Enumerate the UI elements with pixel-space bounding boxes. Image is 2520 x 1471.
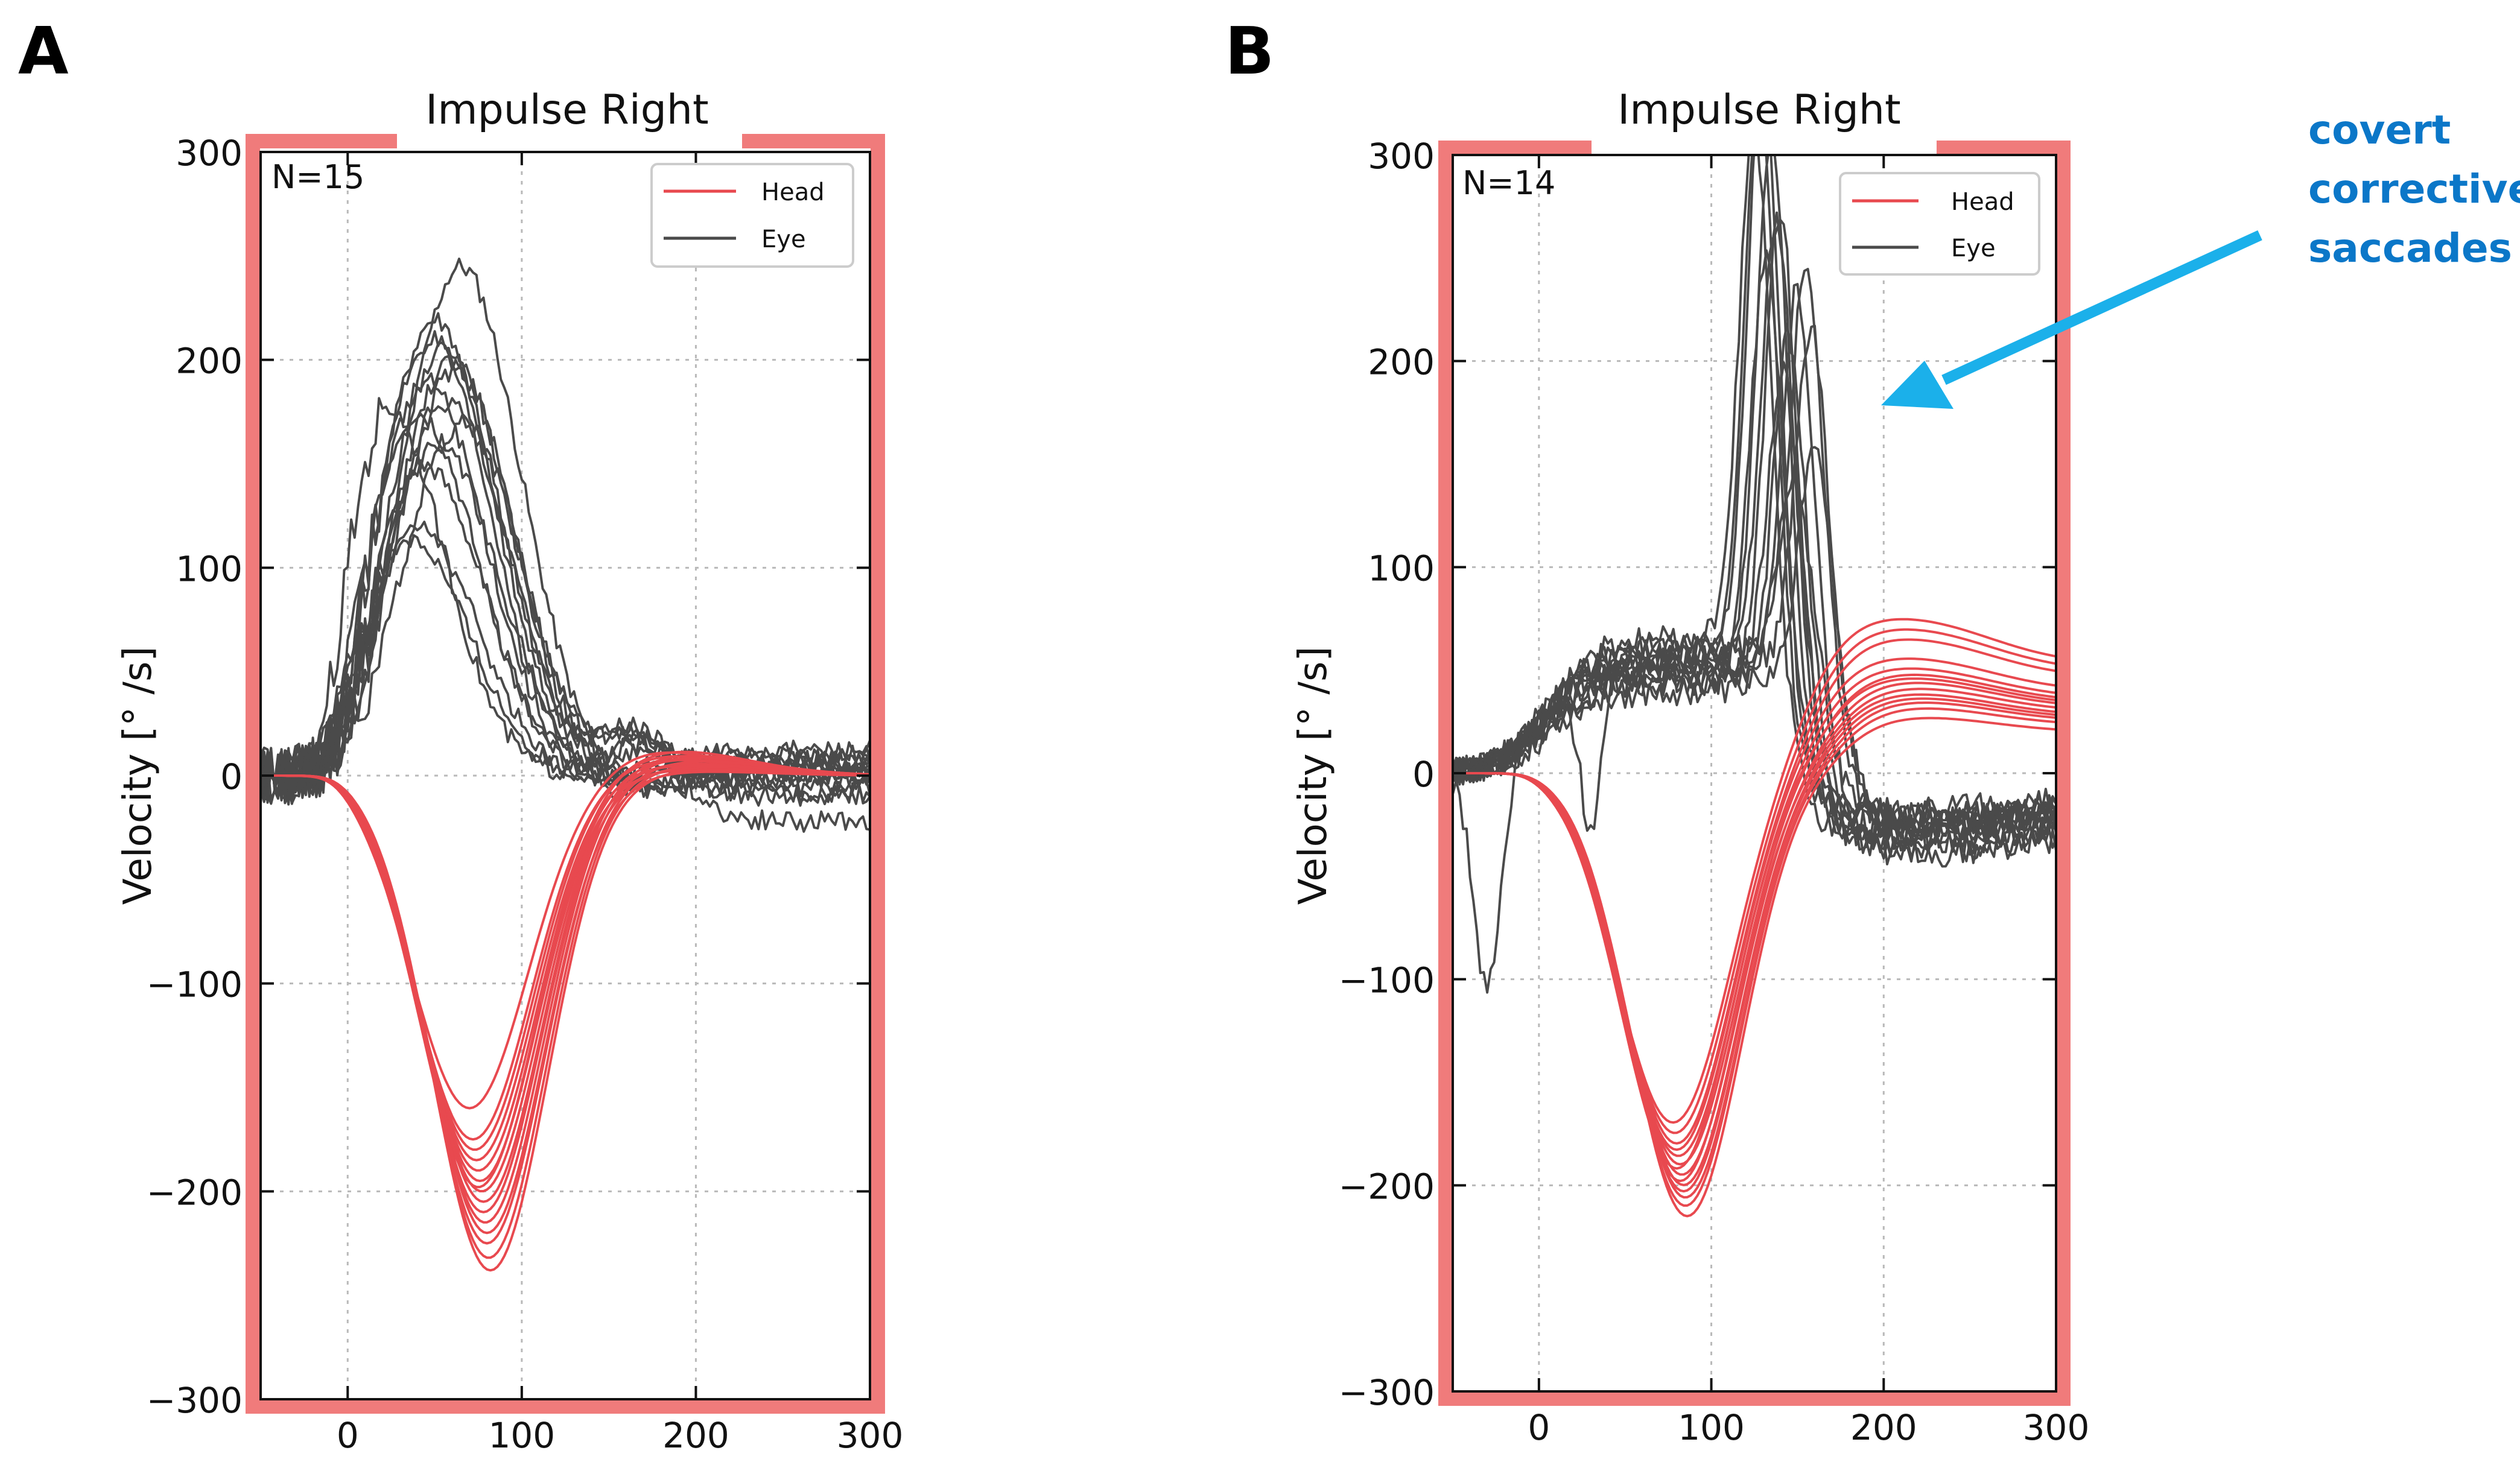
panel-a-ylabel: Velocity [° /s]	[116, 647, 160, 905]
xtick-label: 100	[1678, 1407, 1745, 1448]
panel-b-grid	[1453, 154, 2057, 1393]
panel-a-xtick-labels: 0 100 200 300	[337, 1415, 904, 1456]
panel-a: Impulse Right 300 200 100 0 −100 −200 −3…	[116, 86, 903, 1456]
panel-a-ytick-labels: 300 200 100 0 −100 −200 −300	[147, 133, 243, 1421]
ytick-label: 200	[176, 341, 243, 382]
annotation-line-3: saccades	[2308, 225, 2512, 271]
panel-a-legend: Head Eye	[650, 163, 854, 268]
legend-eye-label: Eye	[1951, 235, 1996, 262]
panel-b-ylabel: Velocity [° /s]	[1291, 647, 1336, 905]
ytick-label: 300	[1368, 136, 1435, 177]
eye-trace	[1453, 324, 2056, 837]
legend-box	[1839, 172, 2040, 276]
xtick-label: 100	[488, 1415, 555, 1456]
panel-a-eye-traces	[261, 258, 870, 833]
eye-trace	[261, 413, 870, 799]
annotation-line-1: covert	[2308, 107, 2451, 153]
eye-trace	[261, 372, 870, 798]
eye-trace	[1453, 211, 2056, 859]
head-trace	[261, 759, 870, 1141]
panel-a-title: Impulse Right	[425, 86, 708, 134]
ytick-label: −200	[147, 1172, 243, 1213]
head-trace	[1453, 688, 2056, 1183]
legend-head-label: Head	[761, 179, 825, 206]
eye-trace	[261, 397, 870, 805]
ytick-label: 0	[220, 756, 243, 797]
panel-b: Impulse Right 300 200 100 0 −100 −200 −3…	[1291, 86, 2089, 1448]
head-trace	[261, 764, 870, 1259]
head-trace	[261, 770, 870, 1235]
annotation-line-2: corrective	[2308, 166, 2520, 212]
eye-trace	[261, 433, 870, 807]
ytick-label: 300	[176, 133, 243, 174]
ytick-label: −100	[147, 964, 243, 1005]
panel-b-n-label: N=14	[1462, 164, 1555, 202]
annotation-arrow-head	[1881, 361, 1953, 409]
panel-b-eye-traces	[1453, 155, 2056, 994]
head-trace	[261, 760, 870, 1245]
ytick-label: −200	[1339, 1166, 1435, 1207]
panel-b-ticks	[1453, 154, 2057, 1393]
panel-b-ytick-labels: 300 200 100 0 −100 −200 −300	[1339, 136, 1435, 1413]
eye-trace	[261, 397, 870, 804]
panel-a-n-label: N=15	[271, 158, 364, 196]
ytick-label: −300	[147, 1380, 243, 1421]
eye-trace	[1453, 469, 2056, 829]
xtick-label: 200	[662, 1415, 729, 1456]
panel-label-b: B	[1225, 14, 1274, 89]
head-trace	[261, 768, 870, 1272]
head-trace	[1453, 717, 2056, 1218]
eye-trace	[261, 534, 870, 804]
panel-b-head-traces	[1453, 618, 2056, 1218]
panel-b-title: Impulse Right	[1617, 86, 1900, 134]
ytick-label: 200	[1368, 342, 1435, 383]
ytick-label: −300	[1339, 1372, 1435, 1413]
head-trace	[1453, 677, 2056, 1170]
annotation-arrow-shaft	[1941, 230, 2262, 385]
ytick-label: −100	[1339, 960, 1435, 1001]
xtick-label: 0	[1528, 1407, 1550, 1448]
ytick-label: 100	[176, 548, 243, 589]
eye-trace	[1453, 322, 2056, 852]
xtick-label: 0	[337, 1415, 359, 1456]
panel-b-xtick-labels: 0 100 200 300	[1528, 1407, 2089, 1448]
ytick-label: 100	[1368, 548, 1435, 589]
panel-label-a: A	[18, 14, 69, 89]
panel-a-head-traces	[261, 750, 870, 1272]
xtick-label: 300	[837, 1415, 904, 1456]
eye-trace	[261, 258, 870, 800]
eye-trace	[1453, 361, 2056, 864]
legend-head-label: Head	[1951, 188, 2014, 216]
ytick-label: 0	[1412, 754, 1435, 795]
head-trace	[1453, 618, 2056, 1124]
panel-b-legend: Head Eye	[1839, 172, 2040, 276]
head-trace	[1453, 673, 2056, 1166]
covert-saccades-annotation: covert corrective saccades	[1881, 107, 2520, 409]
xtick-label: 200	[1850, 1407, 1917, 1448]
legend-eye-label: Eye	[761, 226, 806, 253]
xtick-label: 300	[2023, 1407, 2090, 1448]
